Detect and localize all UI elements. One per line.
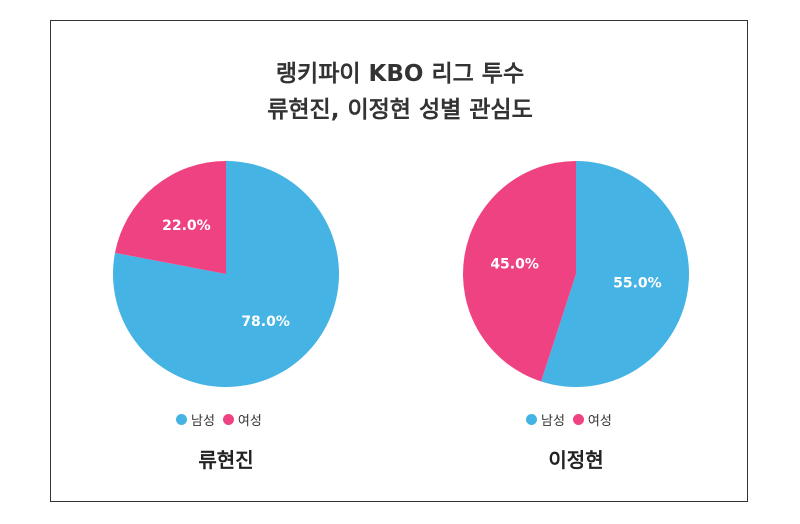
chart-title: 랭키파이 KBO 리그 투수 류현진, 이정현 성별 관심도 — [0, 56, 800, 128]
legend-lee: 남성 여성 — [526, 409, 612, 429]
legend-item-female[interactable]: 여성 — [222, 410, 262, 429]
legend-swatch-male — [526, 413, 537, 425]
legend-label-female: 여성 — [587, 413, 612, 429]
pie-chart-ryu: 78.0% 22.0% — [112, 161, 340, 387]
pie-label-male: 78.0% — [241, 314, 290, 330]
legend-label-male: 남성 — [541, 413, 565, 429]
chart-title-line-1: 랭키파이 KBO 리그 투수 — [275, 61, 525, 87]
chart-name-ryu: 류현진 — [198, 448, 254, 472]
legend-item-female[interactable]: 여성 — [572, 410, 612, 429]
legend-label-female: 여성 — [237, 413, 262, 429]
pie-label-male: 55.0% — [613, 276, 662, 292]
legend-ryu: 남성 여성 — [176, 409, 262, 429]
chart-name-lee: 이정현 — [548, 448, 604, 472]
pie-chart-lee: 55.0% 45.0% — [462, 161, 689, 387]
legend-swatch-female — [572, 413, 584, 425]
chart-title-line-2: 류현진, 이정현 성별 관심도 — [267, 97, 533, 123]
legend-item-male[interactable]: 남성 — [176, 410, 215, 429]
legend-swatch-female — [222, 413, 234, 425]
pie-slice-female[interactable] — [462, 161, 576, 382]
legend-item-male[interactable]: 남성 — [526, 410, 565, 429]
pie-slice-male[interactable] — [541, 161, 689, 387]
legend-label-male: 남성 — [191, 413, 215, 429]
pie-slice-female[interactable] — [115, 161, 226, 274]
pie-label-female: 22.0% — [162, 218, 211, 234]
pie-label-female: 45.0% — [490, 256, 539, 272]
legend-swatch-male — [176, 413, 187, 425]
